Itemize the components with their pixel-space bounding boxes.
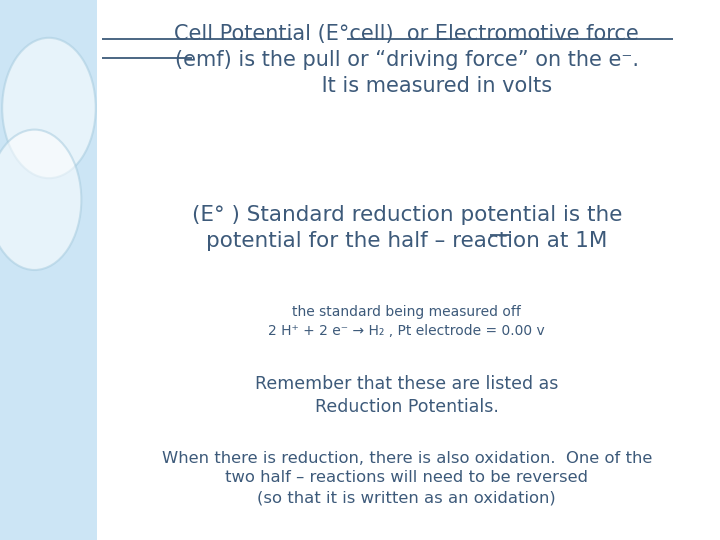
Text: Cell Potential (E°cell)  or Electromotive force
(emf) is the pull or “driving fo: Cell Potential (E°cell) or Electromotive… [174,24,639,96]
Text: When there is reduction, there is also oxidation.  One of the
two half – reactio: When there is reduction, there is also o… [161,451,652,505]
Ellipse shape [2,38,96,178]
Text: Remember that these are listed as
Reduction Potentials.: Remember that these are listed as Reduct… [255,375,559,416]
Ellipse shape [0,130,81,270]
Text: the standard being measured off
2 H⁺ + 2 e⁻ → H₂ , Pt electrode = 0.00 v: the standard being measured off 2 H⁺ + 2… [269,305,545,338]
Bar [0,0,97,540]
Text: (E° ) Standard reduction potential is the
potential for the half – reaction at 1: (E° ) Standard reduction potential is th… [192,205,622,251]
